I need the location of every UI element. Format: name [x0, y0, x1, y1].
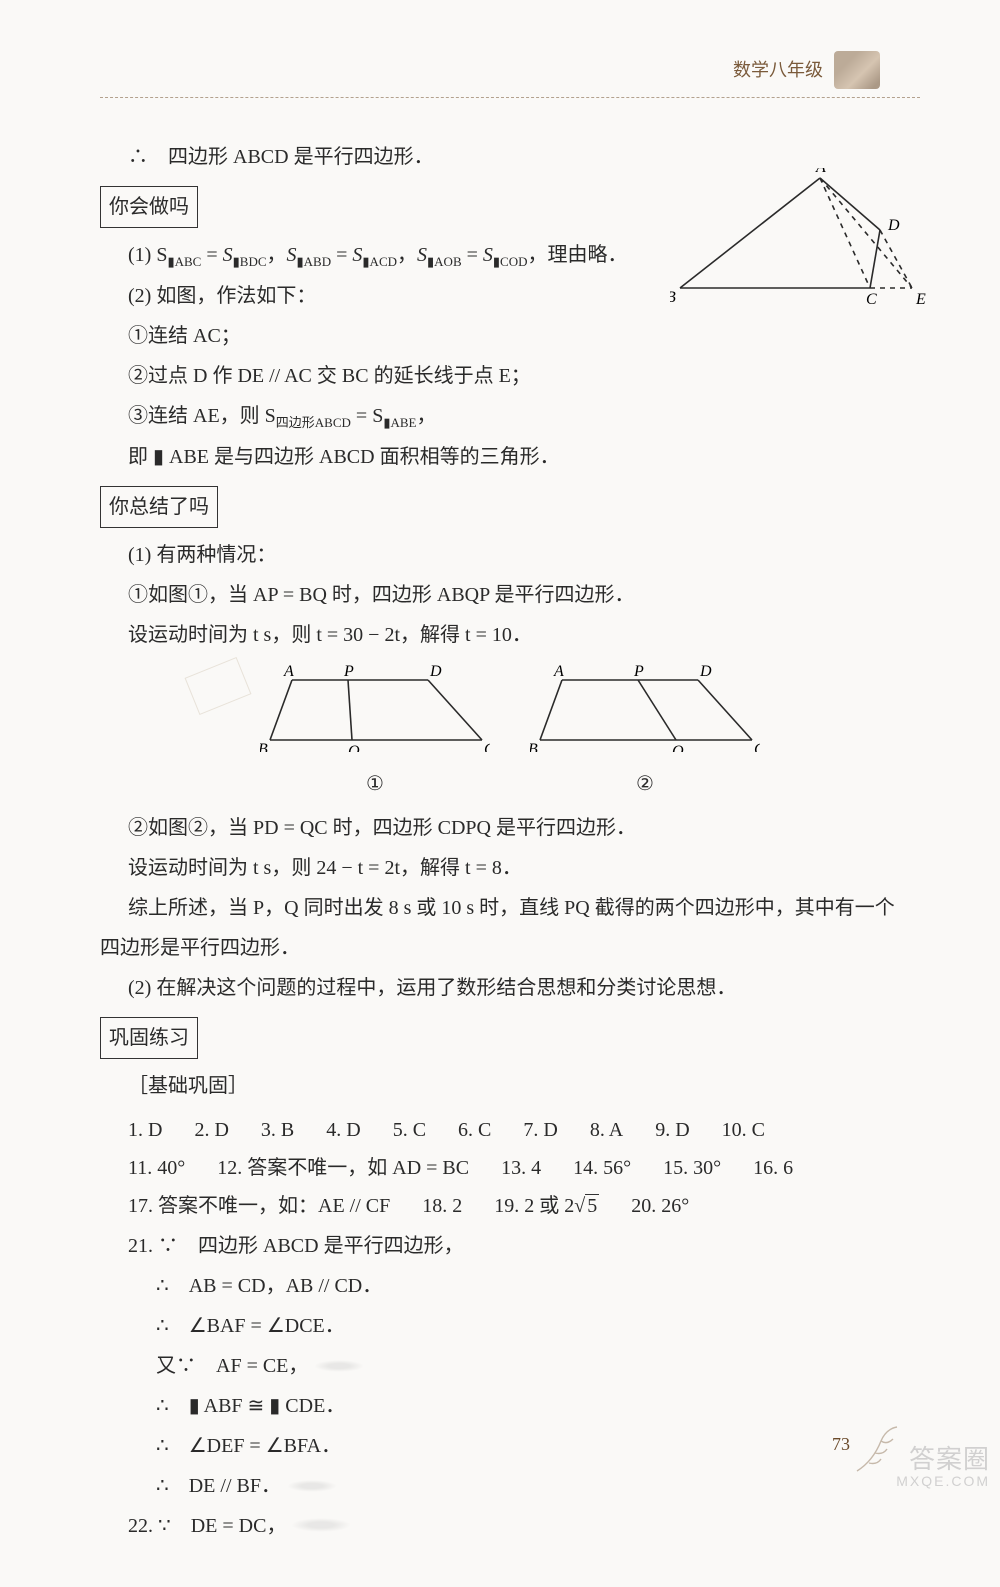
svg-text:A: A: [553, 663, 564, 680]
answer-cell: 14. 56°: [573, 1149, 631, 1187]
ans-20: 20. 26°: [631, 1187, 689, 1225]
p21-line: ∴ AB = CD，AB // CD．: [128, 1267, 920, 1305]
s2-line4: ②如图②，当 PD = QC 时，四边形 CDPQ 是平行四边形．: [100, 809, 920, 847]
answer-cell: 16. 6: [753, 1149, 793, 1187]
s2-line1: (1) 有两种情况：: [100, 536, 920, 574]
section-label-3: 巩固练习: [100, 1017, 198, 1059]
svg-text:E: E: [915, 291, 926, 308]
answer-row-3: 17. 答案不唯一，如：AE // CF 18. 2 19. 2 或 2√5 2…: [128, 1187, 920, 1225]
s1-line3: ①连结 AC；: [100, 317, 920, 355]
svg-text:C: C: [866, 291, 877, 308]
section-label-1: 你会做吗: [100, 186, 198, 228]
answer-cell: 13. 4: [501, 1149, 541, 1187]
header-ornament-icon: [834, 51, 880, 89]
problem-22: 22. ∵ DE = DC，: [100, 1507, 920, 1545]
s2-line7: (2) 在解决这个问题的过程中，运用了数形结合思想和分类讨论思想．: [100, 969, 920, 1007]
answer-cell: 3. B: [261, 1111, 294, 1149]
svg-text:Q: Q: [348, 743, 360, 752]
svg-text:C: C: [484, 741, 490, 752]
ans-19: 19. 2 或 2√5: [494, 1187, 599, 1225]
svg-text:B: B: [530, 741, 538, 752]
s1-line6: 即 ▮ ABE 是与四边形 ABCD 面积相等的三角形．: [100, 438, 920, 476]
trap2-caption: ②: [530, 765, 760, 803]
p21-line: ∴ ∠BAF = ∠DCE．: [128, 1307, 920, 1345]
p21-line: 21. ∵ 四边形 ABCD 是平行四边形，: [128, 1227, 920, 1265]
answer-cell: 15. 30°: [663, 1149, 721, 1187]
svg-text:B: B: [260, 741, 268, 752]
s1-line5: ③连结 AE，则 S四边形ABCD = S▮ABE，: [100, 397, 920, 436]
svg-text:D: D: [887, 217, 900, 234]
svg-text:A: A: [283, 663, 294, 680]
svg-text:D: D: [429, 663, 442, 680]
problem-21: 21. ∵ 四边形 ABCD 是平行四边形，∴ AB = CD，AB // CD…: [100, 1227, 920, 1505]
s3-sub: ［基础巩固］: [100, 1067, 920, 1105]
triangle-figure: A B C E D: [670, 168, 930, 308]
trap1-caption: ①: [260, 765, 490, 803]
p21-line: ∴ ▮ ABF ≅ ▮ CDE．: [128, 1387, 920, 1425]
answer-cell: 10. C: [722, 1111, 765, 1149]
answer-cell: 6. C: [458, 1111, 491, 1149]
s1-line4: ②过点 D 作 DE // AC 交 BC 的延长线于点 E；: [100, 357, 920, 395]
page-header-title: 数学八年级: [733, 53, 823, 87]
trapezoid-figure-2: A P D B Q C: [530, 662, 760, 752]
ans-17: 17. 答案不唯一，如：AE // CF: [128, 1187, 390, 1225]
answer-row-2: 11. 40° 12. 答案不唯一，如 AD = BC 13. 4 14. 56° 15…: [128, 1149, 920, 1187]
p21-line: ∴ ∠DEF = ∠BFA．: [128, 1427, 920, 1465]
s2-line3: 设运动时间为 t s，则 t = 30 − 2t，解得 t = 10．: [100, 616, 920, 654]
svg-text:B: B: [670, 289, 676, 306]
p21-line: 又∵ AF = CE，: [128, 1347, 920, 1385]
answer-cell: 7. D: [523, 1111, 557, 1149]
s2-line6b: 四边形是平行四边形．: [100, 929, 920, 967]
answer-cell: 5. C: [393, 1111, 426, 1149]
answer-cell: 12. 答案不唯一，如 AD = BC: [217, 1149, 469, 1187]
svg-text:D: D: [699, 663, 712, 680]
s2-line5: 设运动时间为 t s，则 24 − t = 2t，解得 t = 8．: [100, 849, 920, 887]
page-number: 73: [832, 1427, 850, 1461]
trapezoid-figure-1: A P D B Q C: [260, 662, 490, 752]
s2-line2: ①如图①，当 AP = BQ 时，四边形 ABQP 是平行四边形．: [100, 576, 920, 614]
answer-cell: 2. D: [194, 1111, 228, 1149]
answer-cell: 1. D: [128, 1111, 162, 1149]
svg-text:P: P: [343, 663, 354, 680]
answer-cell: 11. 40°: [128, 1149, 185, 1187]
watermark: 答案圈 MXQE.COM: [896, 1445, 990, 1489]
answer-cell: 8. A: [590, 1111, 623, 1149]
section-label-2: 你总结了吗: [100, 486, 218, 528]
s2-line6: 综上所述，当 P，Q 同时出发 8 s 或 10 s 时，直线 PQ 截得的两个…: [100, 889, 920, 927]
header-divider: [100, 97, 920, 98]
svg-text:A: A: [815, 168, 826, 176]
svg-text:Q: Q: [672, 743, 684, 752]
svg-text:P: P: [633, 663, 644, 680]
ans-18: 18. 2: [422, 1187, 462, 1225]
p21-line: ∴ DE // BF．: [128, 1467, 920, 1505]
svg-text:C: C: [754, 741, 760, 752]
answer-cell: 9. D: [655, 1111, 689, 1149]
answer-cell: 4. D: [326, 1111, 360, 1149]
answer-row-1: 1. D 2. D 3. B 4. D 5. C 6. C 7. D 8. A 9. D 10. …: [128, 1111, 920, 1149]
